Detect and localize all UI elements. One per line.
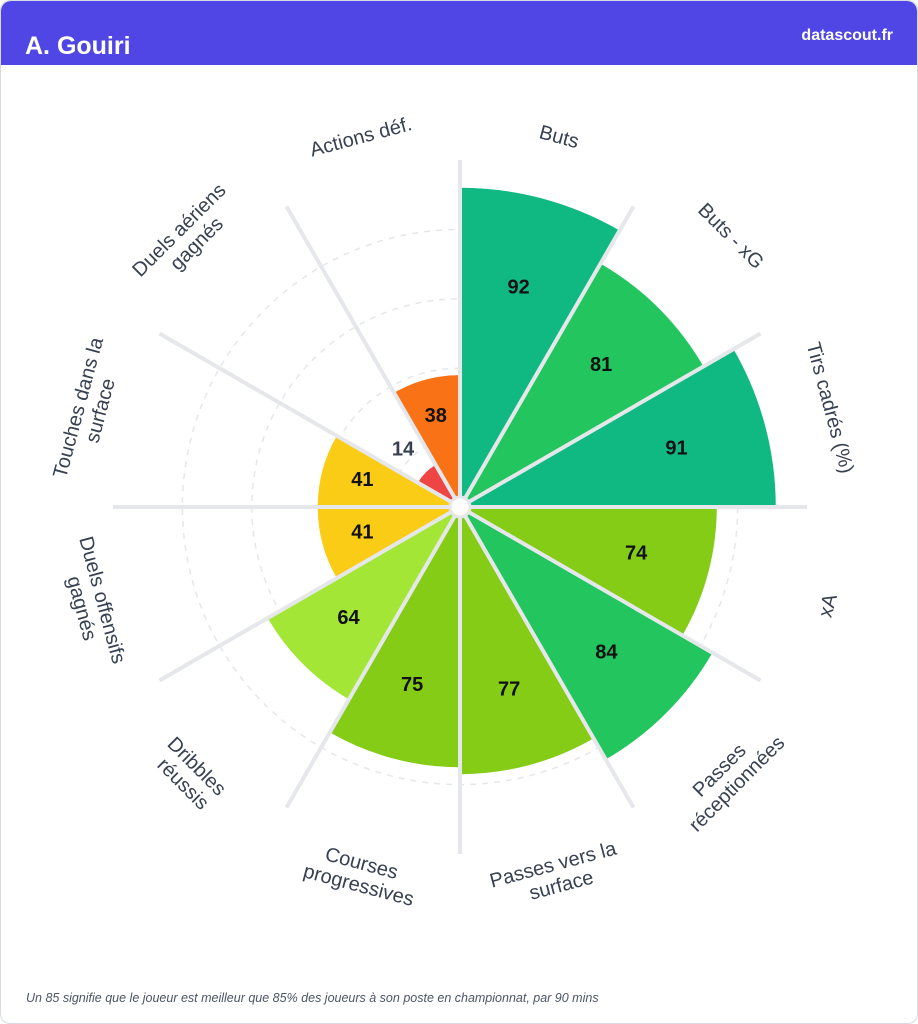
bar	[460, 507, 717, 636]
spoke	[158, 331, 461, 509]
category-label: Courses progressives	[301, 839, 422, 911]
spoke	[458, 505, 636, 809]
category-label: Dribbles réussis	[147, 733, 234, 820]
bar	[329, 507, 460, 768]
value-label: 75	[401, 674, 423, 696]
header: A. Gouiri datascout.fr	[1, 1, 917, 65]
value-label: 41	[351, 469, 373, 491]
chart: 92 81 91 74 84 77 75 64 41 41 14 38 Buts Buts - xG Tir…	[50, 113, 858, 914]
bar	[460, 263, 704, 507]
category-label: Actions déf.	[308, 113, 415, 161]
category-label: Passes vers la surface	[487, 836, 629, 914]
spoke	[158, 505, 461, 683]
spoke	[458, 331, 762, 509]
bar	[460, 187, 620, 507]
value-label: 92	[508, 276, 530, 298]
category-label: Touches dans la surface	[50, 330, 131, 486]
bar	[460, 349, 776, 507]
category-label: Duels offensifs gagnés	[53, 534, 131, 677]
category-label: Buts - xG	[693, 199, 768, 274]
source: datascout.fr	[801, 27, 893, 44]
center-hole	[448, 495, 472, 519]
category-label: xA	[815, 591, 842, 620]
bar	[460, 507, 713, 760]
value-label: 74	[625, 542, 648, 564]
bar	[460, 507, 594, 775]
value-label: 81	[590, 354, 612, 376]
category-label: Tirs cadrés (%)	[802, 340, 858, 476]
bar	[317, 507, 460, 579]
value-label: 64	[337, 607, 360, 629]
bar	[417, 464, 460, 507]
bar	[267, 507, 460, 700]
spoke	[284, 205, 462, 508]
value-label: 41	[351, 521, 373, 543]
category-label: Duels aériens gagnés	[129, 176, 251, 298]
category-label: Buts	[537, 122, 581, 154]
spoke	[458, 505, 762, 683]
bar	[394, 375, 460, 507]
player-name: A. Gouiri	[25, 32, 131, 60]
value-label: 77	[498, 679, 520, 701]
value-label: 14	[392, 438, 415, 460]
value-label: 38	[425, 405, 447, 427]
category-label: Passes réceptionnées	[670, 717, 790, 837]
value-label: 91	[665, 437, 687, 459]
spoke	[284, 505, 462, 809]
footnote: Un 85 signifie que le joueur est meilleu…	[26, 991, 599, 1005]
spoke	[458, 205, 636, 508]
value-label: 84	[595, 642, 618, 664]
bar	[317, 435, 460, 507]
